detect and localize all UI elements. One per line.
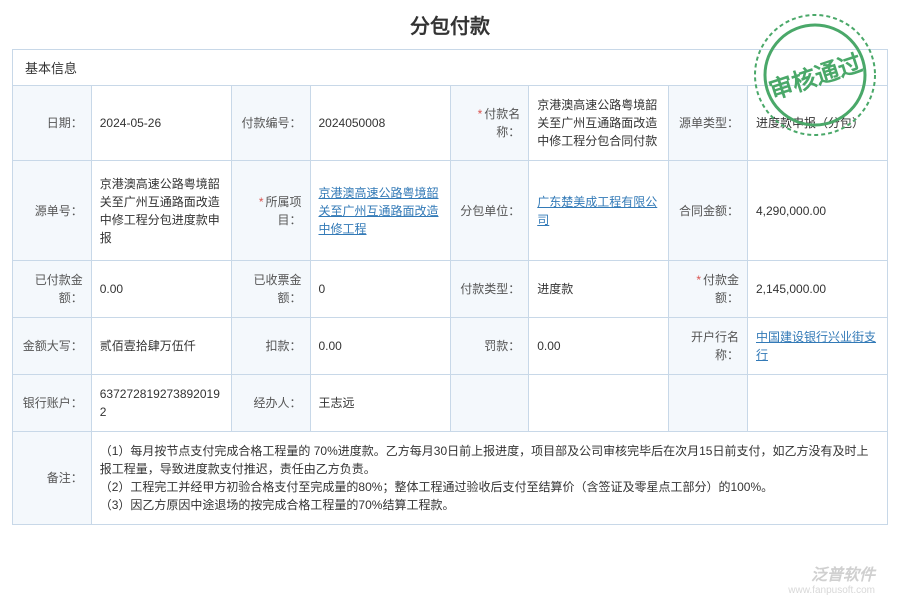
label-payment-type: 付款类型：	[450, 261, 529, 318]
label-paid-amount: 已付款金额：	[13, 261, 92, 318]
value-penalty: 0.00	[529, 318, 669, 375]
empty-value-2	[748, 375, 888, 432]
bank-name-link[interactable]: 中国建设银行兴业街支行	[756, 330, 876, 362]
value-project[interactable]: 京港澳高速公路粤境韶关至广州互通路面改造中修工程	[310, 161, 450, 261]
value-remarks: （1）每月按节点支付完成合格工程量的 70%进度款。乙方每月30日前上报进度，项…	[91, 432, 887, 525]
label-contract-amount: 合同金额：	[669, 161, 748, 261]
label-bank-account: 银行账户：	[13, 375, 92, 432]
label-amount-cn: 金额大写：	[13, 318, 92, 375]
watermark-url: www.fanpusoft.com	[788, 585, 875, 596]
project-link[interactable]: 京港澳高速公路粤境韶关至广州互通路面改造中修工程	[319, 186, 439, 236]
label-date: 日期：	[13, 86, 92, 161]
empty-label-2	[669, 375, 748, 432]
label-sub-unit: 分包单位：	[450, 161, 529, 261]
value-pay-amount: 2,145,000.00	[748, 261, 888, 318]
value-bank-name[interactable]: 中国建设银行兴业街支行	[748, 318, 888, 375]
label-invoice-amount: 已收票金额：	[231, 261, 310, 318]
label-source-no: 源单号：	[13, 161, 92, 261]
value-deduction: 0.00	[310, 318, 450, 375]
label-payment-name: *付款名称：	[450, 86, 529, 161]
value-payment-type: 进度款	[529, 261, 669, 318]
label-bank-name: 开户行名称：	[669, 318, 748, 375]
value-operator: 王志远	[310, 375, 450, 432]
value-payment-no: 2024050008	[310, 86, 450, 161]
value-paid-amount: 0.00	[91, 261, 231, 318]
section-basic-info: 基本信息	[12, 49, 888, 85]
value-payment-name: 京港澳高速公路粤境韶关至广州互通路面改造中修工程分包合同付款	[529, 86, 669, 161]
form-table: 日期： 2024-05-26 付款编号： 2024050008 *付款名称： 京…	[12, 85, 888, 525]
label-pay-amount-text: 付款金额：	[703, 273, 739, 305]
empty-value-1	[529, 375, 669, 432]
value-bank-account: 6372728192738920192	[91, 375, 231, 432]
value-invoice-amount: 0	[310, 261, 450, 318]
label-project-text: 所属项目：	[265, 195, 301, 227]
value-source-no: 京港澳高速公路粤境韶关至广州互通路面改造中修工程分包进度款申报	[91, 161, 231, 261]
page-title: 分包付款	[0, 0, 900, 49]
value-amount-cn: 贰佰壹拾肆万伍仟	[91, 318, 231, 375]
value-date: 2024-05-26	[91, 86, 231, 161]
value-source-type: 进度款申报（分包）	[748, 86, 888, 161]
label-payment-no: 付款编号：	[231, 86, 310, 161]
watermark-logo: 泛普软件	[811, 561, 875, 585]
label-deduction: 扣款：	[231, 318, 310, 375]
label-remarks: 备注：	[13, 432, 92, 525]
empty-label-1	[450, 375, 529, 432]
sub-unit-link[interactable]: 广东楚美成工程有限公司	[537, 195, 657, 227]
label-payment-name-text: 付款名称：	[484, 107, 520, 139]
label-penalty: 罚款：	[450, 318, 529, 375]
label-project: *所属项目：	[231, 161, 310, 261]
label-source-type: 源单类型：	[669, 86, 748, 161]
label-pay-amount: *付款金额：	[669, 261, 748, 318]
value-sub-unit[interactable]: 广东楚美成工程有限公司	[529, 161, 669, 261]
label-operator: 经办人：	[231, 375, 310, 432]
value-contract-amount: 4,290,000.00	[748, 161, 888, 261]
